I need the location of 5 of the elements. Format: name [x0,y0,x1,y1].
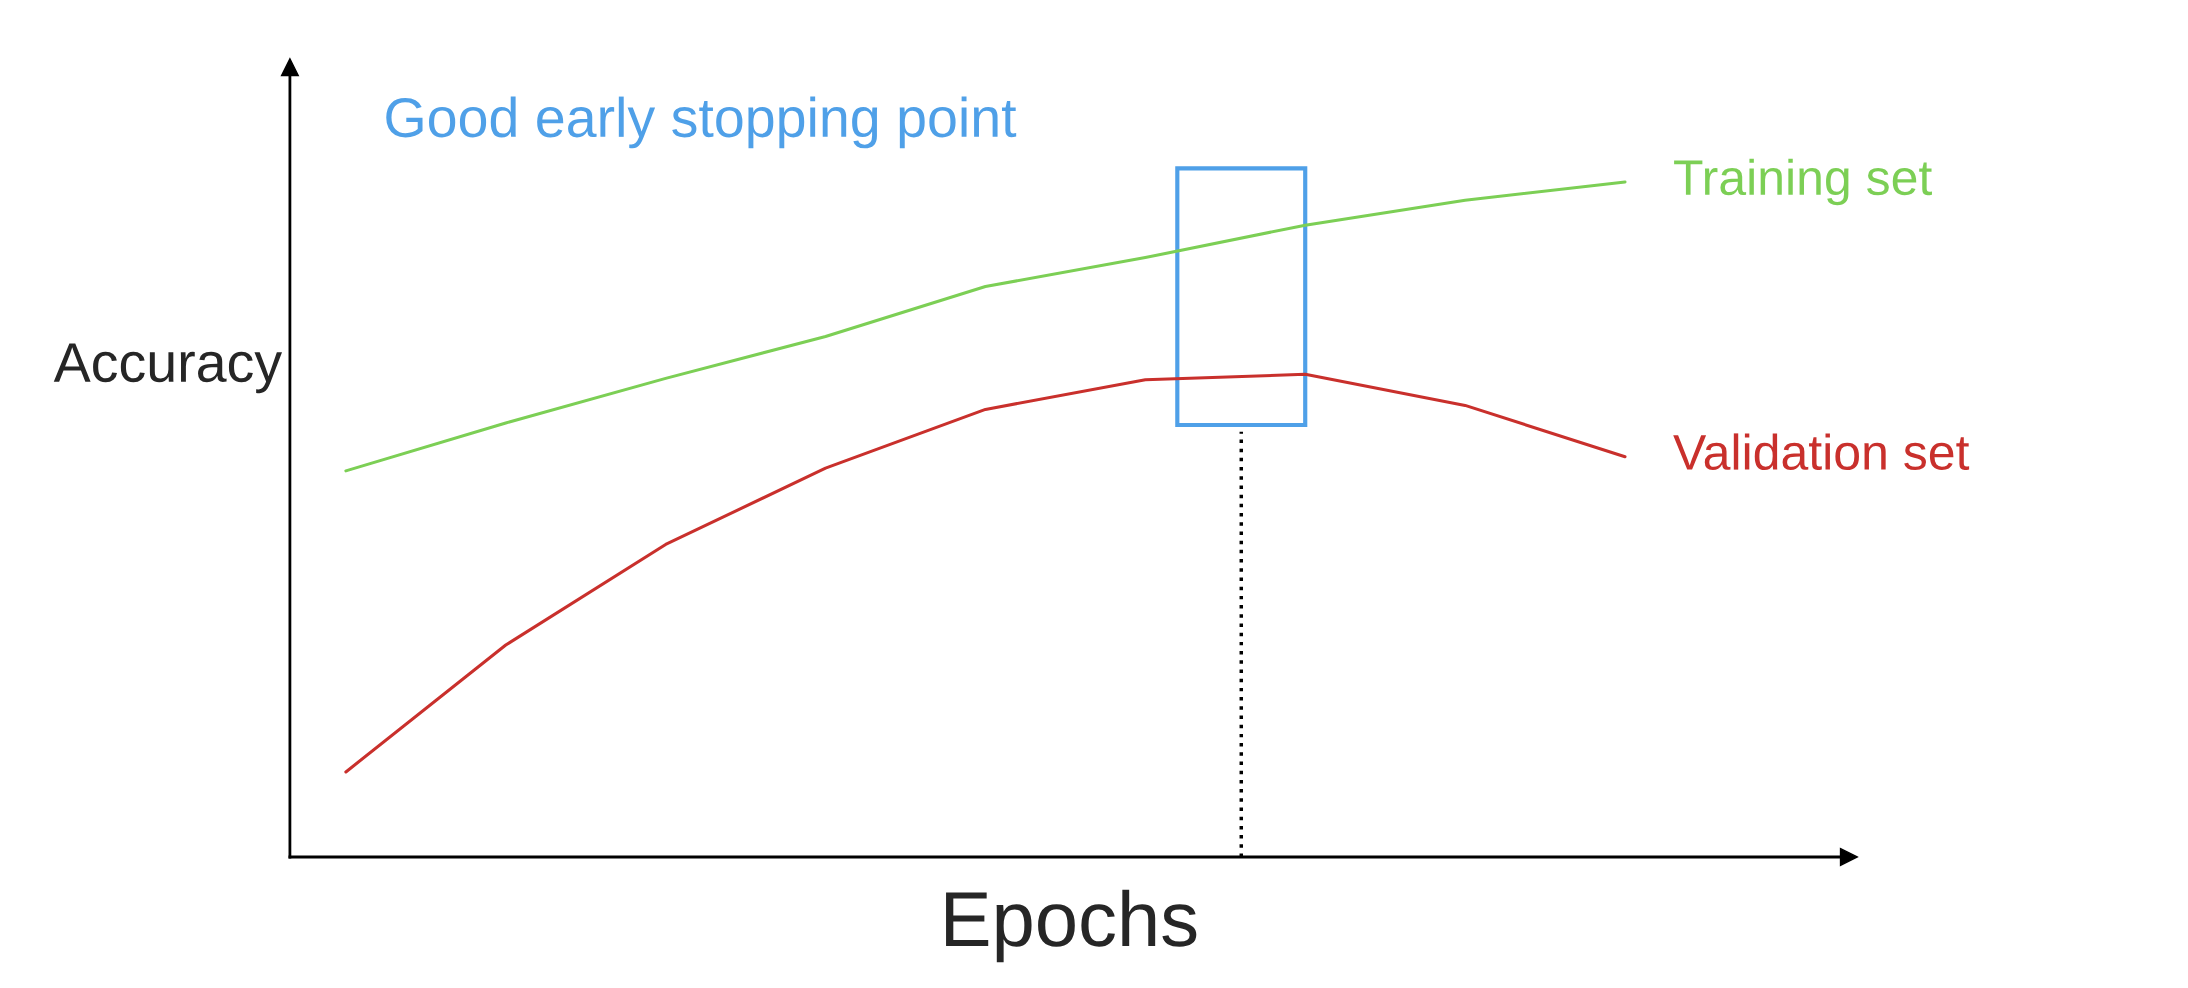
text: Good early stopping point [386,96,1017,149]
series-label: Training set [1674,158,1932,206]
series-label: Validation set [1673,433,1970,471]
y-axis-title: Accuracy [53,343,283,394]
x-axis-title: Epochs [946,889,1197,963]
